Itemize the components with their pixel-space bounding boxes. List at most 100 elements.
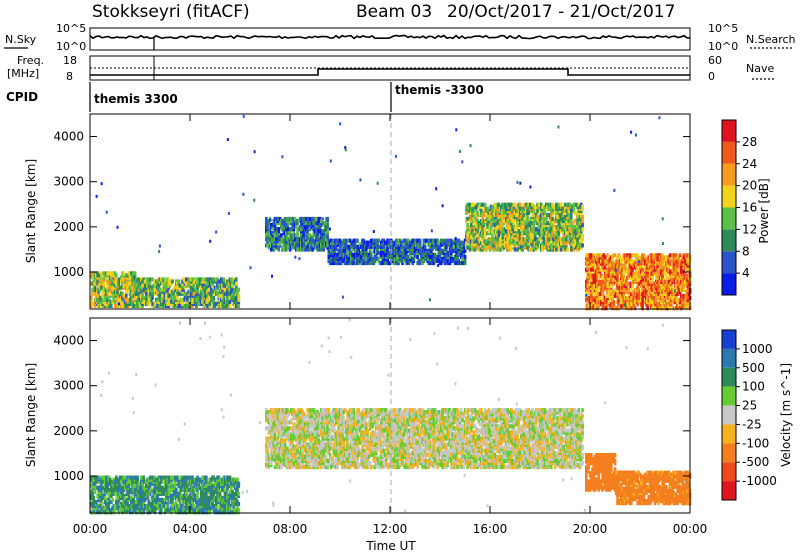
echo-cell (253, 150, 256, 154)
echo-cell (497, 202, 501, 207)
echo-cell (557, 125, 560, 129)
echo-cell (351, 252, 354, 257)
echo-cell (597, 304, 601, 309)
echo-cell (197, 301, 201, 306)
echo-cell (597, 253, 601, 258)
echo-cell (148, 277, 152, 282)
echo-cell (615, 269, 618, 274)
echo-cell (463, 258, 467, 264)
echo-cell (337, 248, 341, 253)
echo-cell (636, 302, 639, 307)
colorbar-swatch (722, 120, 736, 142)
echo-cell (668, 253, 672, 258)
echo-cell (455, 238, 458, 243)
echo-cell (614, 268, 617, 272)
echo-cell (650, 253, 653, 258)
echo-cell (341, 295, 344, 299)
echo-cell (177, 279, 181, 284)
echo-cell (537, 227, 541, 232)
echo-cell (215, 301, 218, 306)
noise-tick-right-bottom: 10^0 (708, 40, 738, 53)
echo-cell (598, 295, 602, 301)
echo-cell (122, 271, 126, 276)
echo-cell (372, 230, 375, 233)
colorbar-tick-label: 4 (742, 266, 750, 280)
echo-cell (437, 263, 440, 267)
echo-cell (368, 260, 372, 266)
echo-cell (242, 114, 245, 118)
echo-cell (581, 233, 584, 238)
echo-cell (315, 227, 318, 232)
echo-cell (171, 279, 174, 284)
echo-cell (113, 510, 117, 515)
echo-cell (459, 149, 462, 153)
nsky-series (89, 34, 691, 40)
echo-cell (308, 233, 312, 238)
echo-cell (542, 218, 546, 224)
echo-cell (112, 295, 116, 300)
echo-cell (531, 233, 534, 238)
echo-cell (103, 301, 107, 306)
echo-cell (107, 271, 111, 276)
echo-cell (222, 277, 226, 282)
echo-cell (157, 283, 161, 288)
echo-cell (678, 253, 682, 258)
echo-cell (521, 225, 524, 230)
echo-cell (483, 231, 487, 236)
freq-tick-bottom: 8 (66, 70, 73, 83)
echo-cell (344, 148, 347, 152)
echo-cell (293, 237, 297, 242)
noise-tick-left-bottom: 10^0 (56, 40, 86, 53)
echo-cell (620, 297, 623, 303)
echo-cell (573, 210, 577, 215)
colorbar-tick-label: 12 (742, 222, 757, 236)
echo-cell (237, 303, 241, 308)
echo-cell (146, 277, 149, 282)
echo-cell (215, 230, 218, 234)
echo-cell (420, 256, 423, 262)
echo-cell (590, 267, 593, 272)
echo-cell (680, 306, 683, 311)
echo-cell (320, 239, 323, 244)
echo-cell (161, 303, 164, 306)
echo-cell (596, 287, 599, 292)
echo-cell (370, 252, 373, 257)
echo-cell (526, 214, 529, 220)
echo-cell (296, 231, 299, 236)
echo-cell (612, 289, 616, 294)
echo-cell (315, 216, 318, 222)
echo-cell (277, 247, 281, 252)
echo-cell (466, 233, 469, 238)
echo-cell (121, 301, 124, 306)
echo-cell (667, 283, 671, 288)
echo-cell (482, 212, 486, 218)
echo-cell (339, 122, 342, 126)
echo-cell (641, 306, 644, 311)
colorbar-swatch (722, 163, 736, 186)
echo-cell (281, 237, 284, 242)
echo-cell (320, 218, 323, 224)
echo-cell (116, 289, 119, 294)
echo-cell (105, 475, 108, 480)
echo-cell (461, 160, 464, 164)
echo-cell (546, 221, 549, 226)
echo-cell (676, 291, 679, 296)
echo-cell (345, 238, 348, 243)
echo-cell (320, 223, 323, 228)
echo-cell (231, 287, 234, 292)
echo-cell (527, 210, 531, 215)
echo-cell (281, 218, 284, 224)
echo-cell (506, 237, 509, 242)
echo-cell (93, 303, 97, 308)
echo-cell (206, 277, 209, 282)
echo-cell (680, 265, 683, 270)
echo-cell (142, 295, 146, 300)
echo-cell (472, 202, 476, 207)
echo-cell (123, 495, 127, 500)
echo-cell (115, 279, 118, 284)
echo-cell (661, 242, 664, 245)
echo-cell (463, 254, 467, 259)
echo-cell (576, 237, 579, 242)
echo-cell (426, 248, 429, 253)
